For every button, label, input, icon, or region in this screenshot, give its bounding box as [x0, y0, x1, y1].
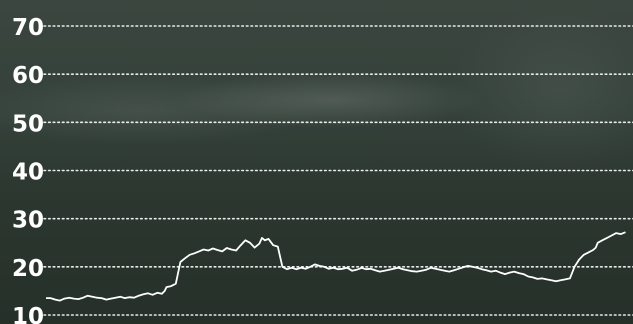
gridlines	[43, 25, 633, 316]
y-tick-label-10: 10	[12, 304, 44, 324]
y-axis-tick-labels: 10 20 30 40 50 60 70	[12, 15, 44, 324]
y-tick-label-30: 30	[12, 208, 44, 234]
y-tick-label-50: 50	[12, 111, 44, 137]
y-tick-label-70: 70	[12, 15, 44, 41]
y-tick-label-60: 60	[12, 63, 44, 89]
series-line	[46, 231, 626, 302]
y-tick-label-40: 40	[12, 160, 44, 186]
series-layer	[46, 231, 626, 302]
y-tick-label-20: 20	[12, 256, 44, 282]
